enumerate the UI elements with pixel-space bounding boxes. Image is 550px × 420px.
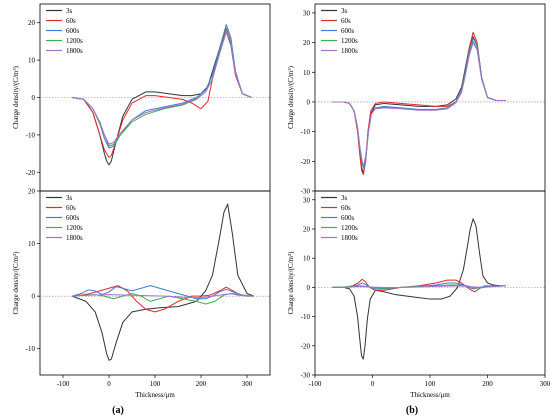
y-tick-label: 10 <box>303 69 311 77</box>
y-tick-label: 20 <box>28 19 36 27</box>
y-tick-label: 20 <box>303 39 311 47</box>
y-tick-label: 0 <box>307 284 311 292</box>
series-line-60s <box>332 278 506 293</box>
y-tick-label: 10 <box>303 255 311 263</box>
y-tick-label: 0 <box>32 293 36 301</box>
legend-label-1800s: 1800s <box>341 47 358 55</box>
x-tick-label: 200 <box>196 380 207 388</box>
y-axis-label: Charge density/(C/m³) <box>12 65 20 128</box>
legend-label-1200s: 1200s <box>66 37 83 45</box>
series-line-600s <box>72 24 252 149</box>
series-line-600s <box>72 285 254 300</box>
y-tick-label: 20 <box>303 225 311 233</box>
series-line-60s <box>332 31 506 176</box>
x-axis-label: Thickness/μm <box>410 391 450 399</box>
series-line-3s <box>72 203 255 361</box>
x-tick-label: -100 <box>57 380 70 388</box>
x-tick-label: 100 <box>150 380 161 388</box>
legend-label-3s: 3s <box>341 194 348 202</box>
x-tick-label: 100 <box>425 380 436 388</box>
series-line-1800s <box>332 42 506 167</box>
series-line-3s <box>72 31 252 166</box>
legend-label-60s: 60s <box>341 17 351 25</box>
series-line-1800s <box>72 293 254 299</box>
legend-label-60s: 60s <box>341 204 351 212</box>
series-line-600s <box>332 37 506 170</box>
series-line-1800s <box>72 31 252 145</box>
y-axis-label: Charge density/(C/m³) <box>287 65 295 128</box>
legend-label-1800s: 1800s <box>66 234 83 242</box>
legend-label-3s: 3s <box>66 194 73 202</box>
y-tick-label: -10 <box>26 131 36 139</box>
series-line-1800s <box>332 285 506 289</box>
x-tick-label: 200 <box>482 380 493 388</box>
chart-b-top: -30 -20 -10 0 10 20 30 Charge density/(C/m³) 3s 6… <box>287 3 546 196</box>
legend-label-600s: 600s <box>341 27 355 35</box>
y-tick-label: 0 <box>32 94 36 102</box>
y-tick-label: -10 <box>301 128 311 136</box>
y-tick-label: -10 <box>26 345 36 353</box>
series-line-60s <box>72 27 252 158</box>
legend-label-1200s: 1200s <box>341 224 358 232</box>
y-tick-label: 10 <box>28 240 36 248</box>
legend-label-3s: 3s <box>66 7 73 15</box>
legend-label-600s: 600s <box>66 27 80 35</box>
y-axis-label: Charge density/(C/m³) <box>287 251 295 314</box>
legend-label-3s: 3s <box>341 7 348 15</box>
legend-label-1200s: 1200s <box>66 224 83 232</box>
y-tick-label: -20 <box>301 342 311 350</box>
y-tick-label: -20 <box>301 158 311 166</box>
legend-label-60s: 60s <box>66 204 76 212</box>
x-tick-label: 0 <box>107 380 111 388</box>
y-tick-label: 30 <box>303 196 311 204</box>
x-axis-label: Thickness/μm <box>135 391 175 399</box>
y-tick-label: 30 <box>303 9 311 17</box>
figure-label-a: (a) <box>112 405 124 416</box>
x-tick-label: 0 <box>371 380 375 388</box>
y-tick-label: -30 <box>301 372 311 380</box>
y-tick-label: -30 <box>301 188 311 196</box>
legend-label-1200s: 1200s <box>341 37 358 45</box>
y-axis-label: Charge density/(C/m³) <box>12 251 20 314</box>
x-tick-label: 300 <box>540 380 550 388</box>
legend-label-600s: 600s <box>341 214 355 222</box>
y-tick-label: 10 <box>28 57 36 65</box>
figure-label-b: (b) <box>406 405 418 416</box>
y-tick-label: -10 <box>301 313 311 321</box>
legend-label-1800s: 1800s <box>66 47 83 55</box>
series-line-3s <box>332 218 506 360</box>
legend-label-60s: 60s <box>66 17 76 25</box>
legend-label-1800s: 1800s <box>341 234 358 242</box>
y-tick-label: -20 <box>26 169 36 177</box>
x-tick-label: 300 <box>242 380 253 388</box>
x-tick-label: -100 <box>309 380 322 388</box>
chart-a-top: -20 -10 0 10 20 Charge density/(C/m³) 3s 60s 600… <box>12 3 271 192</box>
series-line-1200s <box>72 29 252 147</box>
legend-label-600s: 600s <box>66 214 80 222</box>
series-line-60s <box>72 285 254 313</box>
y-tick-label: 0 <box>307 98 311 106</box>
y-tick-label: 20 <box>28 188 36 196</box>
